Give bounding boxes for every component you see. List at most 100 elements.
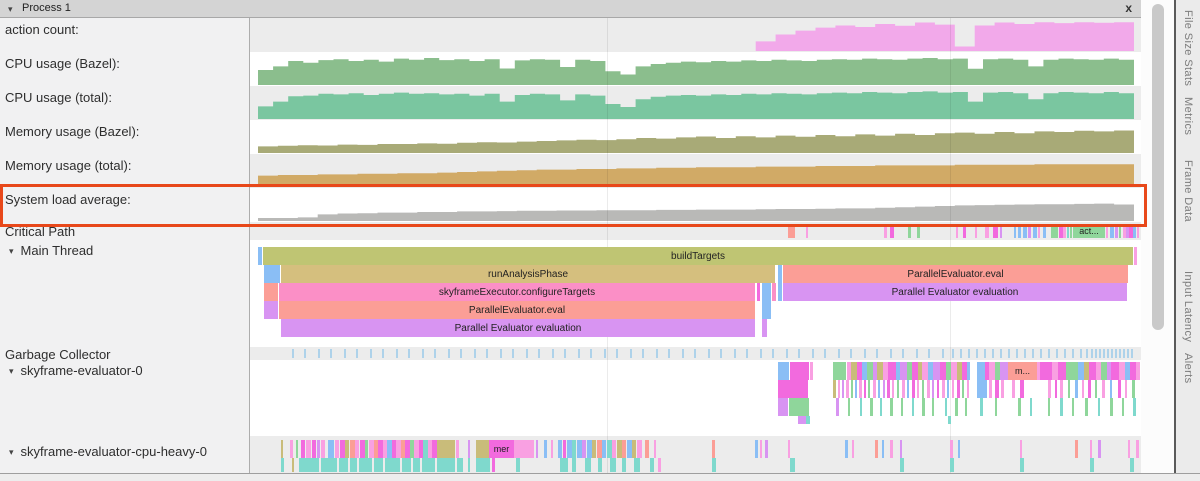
trace-event[interactable] bbox=[654, 440, 656, 458]
trace-event[interactable] bbox=[304, 349, 306, 358]
trace-event[interactable] bbox=[359, 458, 372, 472]
trace-event[interactable] bbox=[1048, 380, 1051, 398]
trace-event[interactable] bbox=[900, 362, 907, 380]
trace-event[interactable] bbox=[622, 440, 626, 458]
trace-event[interactable] bbox=[1126, 224, 1129, 238]
trace-event[interactable] bbox=[967, 362, 970, 380]
trace-event[interactable] bbox=[712, 458, 716, 472]
trace-event[interactable] bbox=[1080, 349, 1082, 358]
trace-event[interactable] bbox=[321, 458, 337, 472]
trace-event[interactable] bbox=[448, 349, 450, 358]
trace-event[interactable] bbox=[888, 362, 896, 380]
trace-event[interactable] bbox=[977, 362, 985, 380]
vertical-scrollbar-thumb[interactable] bbox=[1152, 4, 1164, 330]
trace-event[interactable] bbox=[1131, 349, 1133, 358]
trace-event[interactable] bbox=[387, 440, 392, 458]
trace-event[interactable] bbox=[258, 247, 262, 265]
trace-event[interactable] bbox=[1040, 362, 1052, 380]
trace-event[interactable] bbox=[842, 380, 844, 398]
trace-event[interactable] bbox=[290, 440, 293, 458]
trace-event[interactable] bbox=[656, 349, 658, 358]
trace-event[interactable] bbox=[292, 458, 294, 472]
trace-event[interactable] bbox=[350, 440, 355, 458]
system-load-average-chart[interactable] bbox=[250, 191, 1141, 226]
trace-event[interactable] bbox=[1082, 380, 1084, 398]
trace-event[interactable] bbox=[712, 440, 715, 458]
trace-event[interactable] bbox=[437, 458, 455, 472]
trace-event[interactable] bbox=[650, 458, 654, 472]
trace-event[interactable] bbox=[950, 458, 954, 472]
tab-metrics[interactable]: Metrics bbox=[1182, 97, 1194, 136]
trace-event[interactable] bbox=[1059, 224, 1063, 238]
trace-event[interactable] bbox=[862, 362, 867, 380]
trace-event[interactable] bbox=[402, 458, 411, 472]
trace-event[interactable] bbox=[1058, 362, 1066, 380]
trace-event[interactable] bbox=[890, 224, 894, 238]
trace-event[interactable] bbox=[883, 362, 888, 380]
trace-event[interactable] bbox=[870, 398, 873, 416]
trace-event[interactable] bbox=[945, 398, 947, 416]
trace-event[interactable] bbox=[833, 362, 846, 380]
trace-event[interactable] bbox=[597, 440, 602, 458]
trace-event[interactable] bbox=[1018, 398, 1021, 416]
trace-event[interactable] bbox=[1030, 398, 1032, 416]
trace-event[interactable] bbox=[1119, 349, 1121, 358]
trace-event[interactable] bbox=[778, 398, 788, 416]
trace-event[interactable] bbox=[476, 440, 490, 458]
trace-event[interactable] bbox=[932, 380, 934, 398]
trace-event[interactable] bbox=[1038, 224, 1040, 238]
trace-event[interactable] bbox=[1110, 398, 1113, 416]
trace-event[interactable] bbox=[434, 349, 436, 358]
trace-event[interactable] bbox=[401, 440, 405, 458]
trace-event[interactable] bbox=[962, 362, 967, 380]
trace-event[interactable] bbox=[1067, 224, 1069, 238]
trace-event[interactable] bbox=[1107, 349, 1109, 358]
track-label-skyframe-evaluator-cpu-heavy-0[interactable]: ▾ skyframe-evaluator-cpu-heavy-0 bbox=[0, 444, 249, 459]
trace-event[interactable] bbox=[1091, 349, 1093, 358]
trace-event[interactable] bbox=[410, 440, 414, 458]
trace-event[interactable] bbox=[423, 440, 428, 458]
trace-event[interactable] bbox=[852, 440, 854, 458]
vertical-scrollbar[interactable] bbox=[1141, 0, 1174, 473]
trace-event[interactable] bbox=[622, 458, 626, 472]
trace-event-bar[interactable]: mer bbox=[489, 440, 514, 458]
trace-event[interactable] bbox=[755, 440, 758, 458]
trace-event[interactable] bbox=[916, 349, 918, 358]
trace-event[interactable] bbox=[1137, 224, 1139, 238]
trace-event[interactable] bbox=[847, 362, 851, 380]
trace-event[interactable] bbox=[922, 362, 928, 380]
trace-event[interactable] bbox=[1001, 380, 1004, 398]
trace-event[interactable] bbox=[918, 362, 922, 380]
trace-event-bar[interactable]: skyframeExecutor.configureTargets bbox=[279, 283, 755, 301]
trace-event[interactable] bbox=[1020, 380, 1024, 398]
trace-event[interactable] bbox=[876, 349, 878, 358]
trace-event[interactable] bbox=[299, 458, 319, 472]
trace-event[interactable] bbox=[616, 349, 618, 358]
trace-event[interactable] bbox=[1102, 380, 1105, 398]
trace-event[interactable] bbox=[778, 265, 782, 283]
trace-event[interactable] bbox=[897, 380, 899, 398]
trace-event[interactable] bbox=[637, 440, 642, 458]
trace-event[interactable] bbox=[1070, 224, 1072, 238]
trace-event[interactable] bbox=[846, 380, 849, 398]
trace-event[interactable] bbox=[912, 362, 918, 380]
trace-event[interactable] bbox=[512, 349, 514, 358]
trace-event[interactable] bbox=[1096, 362, 1101, 380]
trace-event[interactable] bbox=[577, 440, 582, 458]
trace-event[interactable] bbox=[1125, 362, 1130, 380]
trace-event-bar[interactable]: Parallel Evaluator evaluation bbox=[281, 319, 755, 337]
trace-event[interactable] bbox=[339, 458, 348, 472]
trace-event[interactable] bbox=[1072, 349, 1074, 358]
trace-event[interactable] bbox=[1066, 362, 1078, 380]
trace-event[interactable] bbox=[760, 349, 762, 358]
trace-event[interactable] bbox=[340, 440, 345, 458]
trace-event[interactable] bbox=[396, 349, 398, 358]
trace-event[interactable] bbox=[956, 224, 958, 238]
trace-event[interactable] bbox=[598, 458, 602, 472]
trace-event[interactable] bbox=[306, 440, 311, 458]
trace-event[interactable] bbox=[985, 362, 989, 380]
trace-event[interactable] bbox=[928, 362, 933, 380]
trace-event[interactable] bbox=[578, 349, 580, 358]
trace-event[interactable] bbox=[1107, 362, 1111, 380]
trace-event[interactable] bbox=[857, 362, 862, 380]
